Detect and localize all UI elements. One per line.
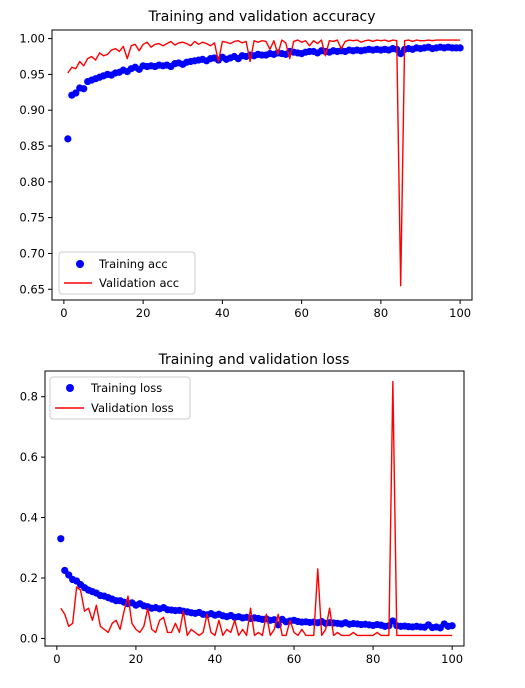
accuracy-legend-box [58, 251, 196, 295]
loss-x-tick-label: 0 [53, 652, 60, 666]
legend-marker-training-acc [76, 260, 84, 268]
acc-y-tick-label: 0.85 [19, 139, 45, 153]
acc-x-tick-label: 100 [449, 306, 471, 320]
acc-y-tick-label: 0.90 [19, 103, 45, 117]
accuracy-plot-frame [51, 29, 473, 301]
legend-marker-training-loss [66, 384, 74, 392]
legend-label-training-acc: Training acc [98, 257, 168, 271]
loss-x-tick-label: 60 [287, 652, 302, 666]
acc-y-tick-label: 0.65 [19, 282, 45, 296]
loss-y-tick-label: 0.8 [20, 390, 38, 404]
loss-x-tick-label: 20 [129, 652, 144, 666]
acc-y-tick-label: 0.95 [19, 67, 45, 81]
acc-training-point [72, 89, 80, 97]
acc-x-tick-label: 20 [136, 306, 151, 320]
acc-training-point [80, 85, 88, 93]
loss-x-tick-label: 100 [441, 652, 463, 666]
loss-legend: Training loss Validation loss [49, 376, 191, 420]
loss-y-tick-label: 0.0 [20, 631, 38, 645]
legend-label-training-loss: Training loss [90, 381, 162, 395]
loss-validation-line [60, 380, 453, 637]
acc-y-tick-label: 0.75 [19, 211, 45, 225]
acc-y-tick-label: 0.70 [19, 246, 45, 260]
loss-training-point [448, 622, 456, 630]
acc-validation-line [67, 39, 461, 287]
loss-y-tick-label: 0.2 [20, 571, 38, 585]
loss-y-tick-label: 0.4 [20, 511, 38, 525]
acc-y-tick-label: 0.80 [19, 175, 45, 189]
loss-y-tick-label: 0.6 [20, 450, 38, 464]
loss-training-point [57, 535, 65, 543]
acc-y-tick-label: 1.00 [19, 32, 45, 46]
accuracy-chart: Training and validation accuracy 0 20 40 60… [19, 9, 473, 320]
loss-x-tick-label: 80 [366, 652, 381, 666]
acc-training-point [456, 44, 464, 52]
acc-x-tick-label: 60 [294, 306, 309, 320]
loss-plot-frame [44, 370, 465, 647]
legend-label-validation-loss: Validation loss [91, 401, 174, 415]
loss-legend-box [49, 376, 191, 420]
acc-x-tick-label: 0 [60, 306, 67, 320]
loss-training-point [389, 617, 397, 625]
acc-x-tick-label: 80 [374, 306, 389, 320]
accuracy-legend: Training acc Validation acc [58, 251, 196, 295]
loss-chart: Training and validation loss 0 20 40 60 80 10… [20, 352, 465, 666]
loss-chart-title: Training and validation loss [158, 352, 350, 368]
accuracy-chart-title: Training and validation accuracy [147, 9, 375, 25]
acc-training-point [64, 135, 72, 143]
acc-x-tick-label: 40 [215, 306, 230, 320]
legend-label-validation-acc: Validation acc [99, 276, 179, 290]
loss-x-tick-label: 40 [208, 652, 223, 666]
